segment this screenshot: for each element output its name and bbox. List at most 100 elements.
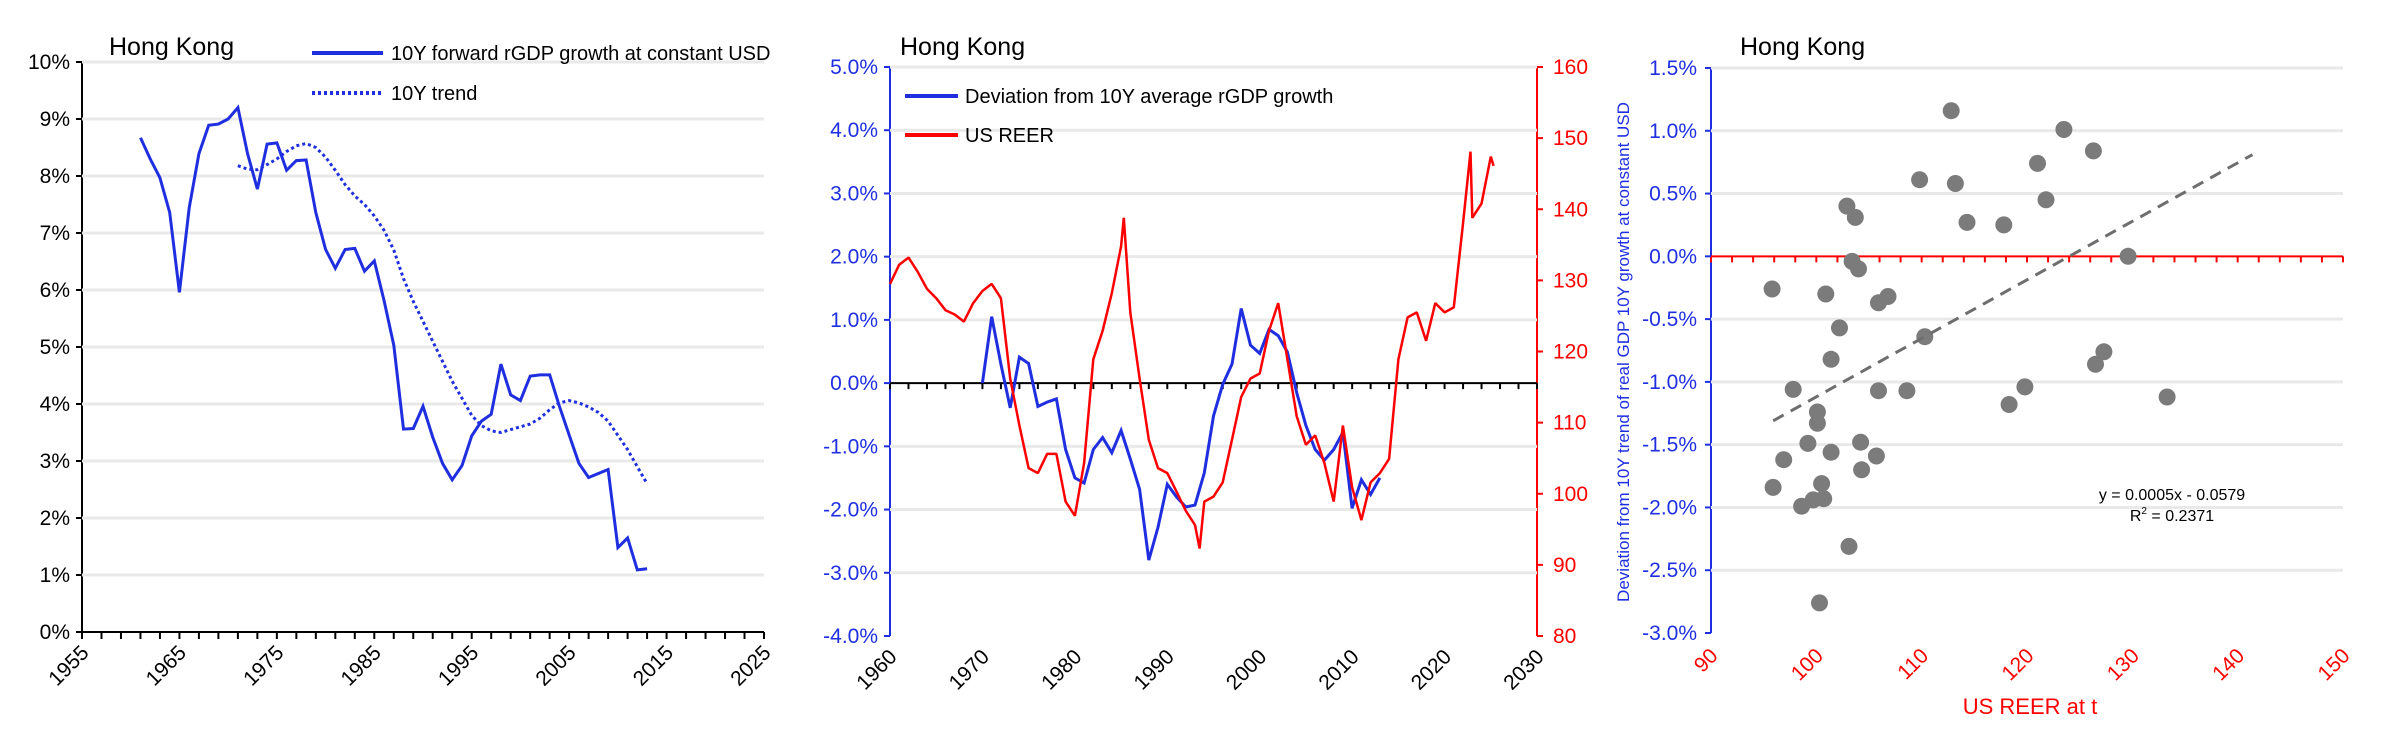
scatter-point xyxy=(1853,461,1871,479)
y-axis-label: Deviation from 10Y trend of real GDP 10Y… xyxy=(1614,102,1633,602)
series-line-us-reer xyxy=(888,151,1495,549)
x-tick-label: 2010 xyxy=(1314,645,1363,694)
scatter-point xyxy=(1898,382,1916,400)
scatter-point xyxy=(1784,380,1802,398)
scatter-point xyxy=(2000,396,2018,413)
y2-tick-label: 100 xyxy=(1553,483,1588,506)
y-tick-label: -3.0% xyxy=(823,562,878,585)
chart-deviation-reer: Hong Kong Deviation from 10Y average rGD… xyxy=(823,33,1588,695)
scatter-point xyxy=(1822,350,1840,368)
scatter-point xyxy=(1763,280,1781,298)
y2-tick-label: 80 xyxy=(1553,625,1576,648)
y-tick-label: 0% xyxy=(40,621,70,644)
scatter-point xyxy=(1793,497,1811,515)
scatter-point xyxy=(2084,142,2102,160)
y-tick-label: 5% xyxy=(40,336,70,359)
scatter-point xyxy=(2119,247,2137,265)
scatter-point xyxy=(2037,191,2055,209)
x-tick-label: 1990 xyxy=(1130,645,1179,694)
y2-tick-label: 120 xyxy=(1553,341,1588,364)
y-tick-label: 1.0% xyxy=(1649,120,1697,143)
y-tick-label: 6% xyxy=(40,279,70,302)
chart-title: Hong Kong xyxy=(900,33,1025,61)
y-tick-label: 10% xyxy=(28,51,70,74)
y-tick-label: 0.0% xyxy=(1649,245,1697,268)
chart-title: Hong Kong xyxy=(109,33,234,61)
legend-label-trend: 10Y trend xyxy=(391,83,477,105)
x-tick-label: 130 xyxy=(2103,644,2144,685)
y-tick-label: 4% xyxy=(40,393,70,416)
scatter-point xyxy=(1946,175,1964,192)
y-tick-label: 2% xyxy=(40,507,70,530)
y-tick-label: 1.5% xyxy=(1649,57,1697,80)
y2-tick-label: 140 xyxy=(1553,198,1588,221)
x-tick-label: 140 xyxy=(2208,644,2249,685)
x-tick-label: 1995 xyxy=(434,641,483,690)
legend-label-reer: US REER xyxy=(965,125,1054,147)
scatter-point xyxy=(2055,121,2073,138)
x-tick-label: 2005 xyxy=(531,641,580,690)
y-tick-label: 3% xyxy=(40,450,70,473)
y-tick-label: -1.5% xyxy=(1642,434,1697,457)
y-tick-label: -0.5% xyxy=(1642,308,1697,331)
legend-label-forward-growth: 10Y forward rGDP growth at constant USD xyxy=(391,43,770,65)
y-tick-label: 9% xyxy=(40,108,70,131)
x-tick-label: 2030 xyxy=(1499,645,1548,694)
x-tick-label: 1965 xyxy=(142,641,191,690)
y-tick-label: -1.0% xyxy=(823,435,878,458)
chart-title: Hong Kong xyxy=(1740,33,1865,61)
x-tick-label: 110 xyxy=(1893,644,1933,684)
y-tick-label: 0.0% xyxy=(830,372,878,395)
x-tick-label: 100 xyxy=(1787,644,1828,685)
y-tick-label: -2.0% xyxy=(823,499,878,522)
scatter-point xyxy=(2016,378,2034,396)
scatter-point xyxy=(1916,328,1934,346)
scatter-point xyxy=(1799,434,1817,452)
trendline-equation: y = 0.0005x - 0.0579 xyxy=(2099,487,2245,504)
x-tick-label: 2025 xyxy=(726,641,775,690)
scatter-point xyxy=(1911,171,1929,189)
r2-value: = 0.2371 xyxy=(2147,508,2214,525)
scatter-point xyxy=(1879,288,1897,305)
x-tick-label: 2015 xyxy=(629,641,678,690)
y-tick-label: -1.0% xyxy=(1642,371,1697,394)
scatter-point xyxy=(1846,208,1864,226)
series-line-deviation xyxy=(980,308,1382,561)
y-tick-label: -3.0% xyxy=(1642,622,1697,645)
y-tick-label: 5.0% xyxy=(830,56,878,79)
scatter-point xyxy=(1813,475,1831,493)
scatter-point xyxy=(1817,285,1835,303)
series-line-trend xyxy=(237,141,649,485)
scatter-point xyxy=(1808,414,1826,432)
y-tick-label: 0.5% xyxy=(1649,183,1697,206)
scatter-point xyxy=(2029,154,2046,172)
x-tick-label: 150 xyxy=(2313,644,2354,685)
trendline xyxy=(1772,153,2254,423)
y-tick-label: 2.0% xyxy=(830,246,878,269)
scatter-point xyxy=(1995,216,2013,234)
scatter-point xyxy=(2087,355,2104,373)
y-tick-label: -4.0% xyxy=(823,625,878,648)
scatter-point xyxy=(1831,319,1848,337)
scatter-point xyxy=(1870,382,1887,400)
x-tick-label: 1955 xyxy=(44,641,93,690)
x-tick-label: 2020 xyxy=(1407,645,1456,694)
x-tick-label: 1985 xyxy=(337,641,386,690)
y-tick-label: -2.5% xyxy=(1642,559,1697,582)
y-tick-label: 8% xyxy=(40,165,70,188)
x-tick-label: 1960 xyxy=(852,645,901,694)
y-tick-label: 4.0% xyxy=(830,119,878,142)
y-tick-label: 3.0% xyxy=(830,182,878,205)
x-tick-label: 90 xyxy=(1690,644,1723,677)
scatter-point xyxy=(1850,260,1867,278)
x-tick-label: 2000 xyxy=(1222,645,1271,694)
scatter-point xyxy=(1942,102,1960,120)
y-tick-label: 1.0% xyxy=(830,309,878,332)
r2-superscript: 2 xyxy=(2141,506,2147,517)
y2-tick-label: 110 xyxy=(1553,412,1586,435)
x-tick-label: 1980 xyxy=(1037,645,1086,694)
y2-tick-label: 150 xyxy=(1553,127,1588,150)
scatter-point xyxy=(1764,478,1782,496)
scatter-point xyxy=(1852,433,1870,451)
